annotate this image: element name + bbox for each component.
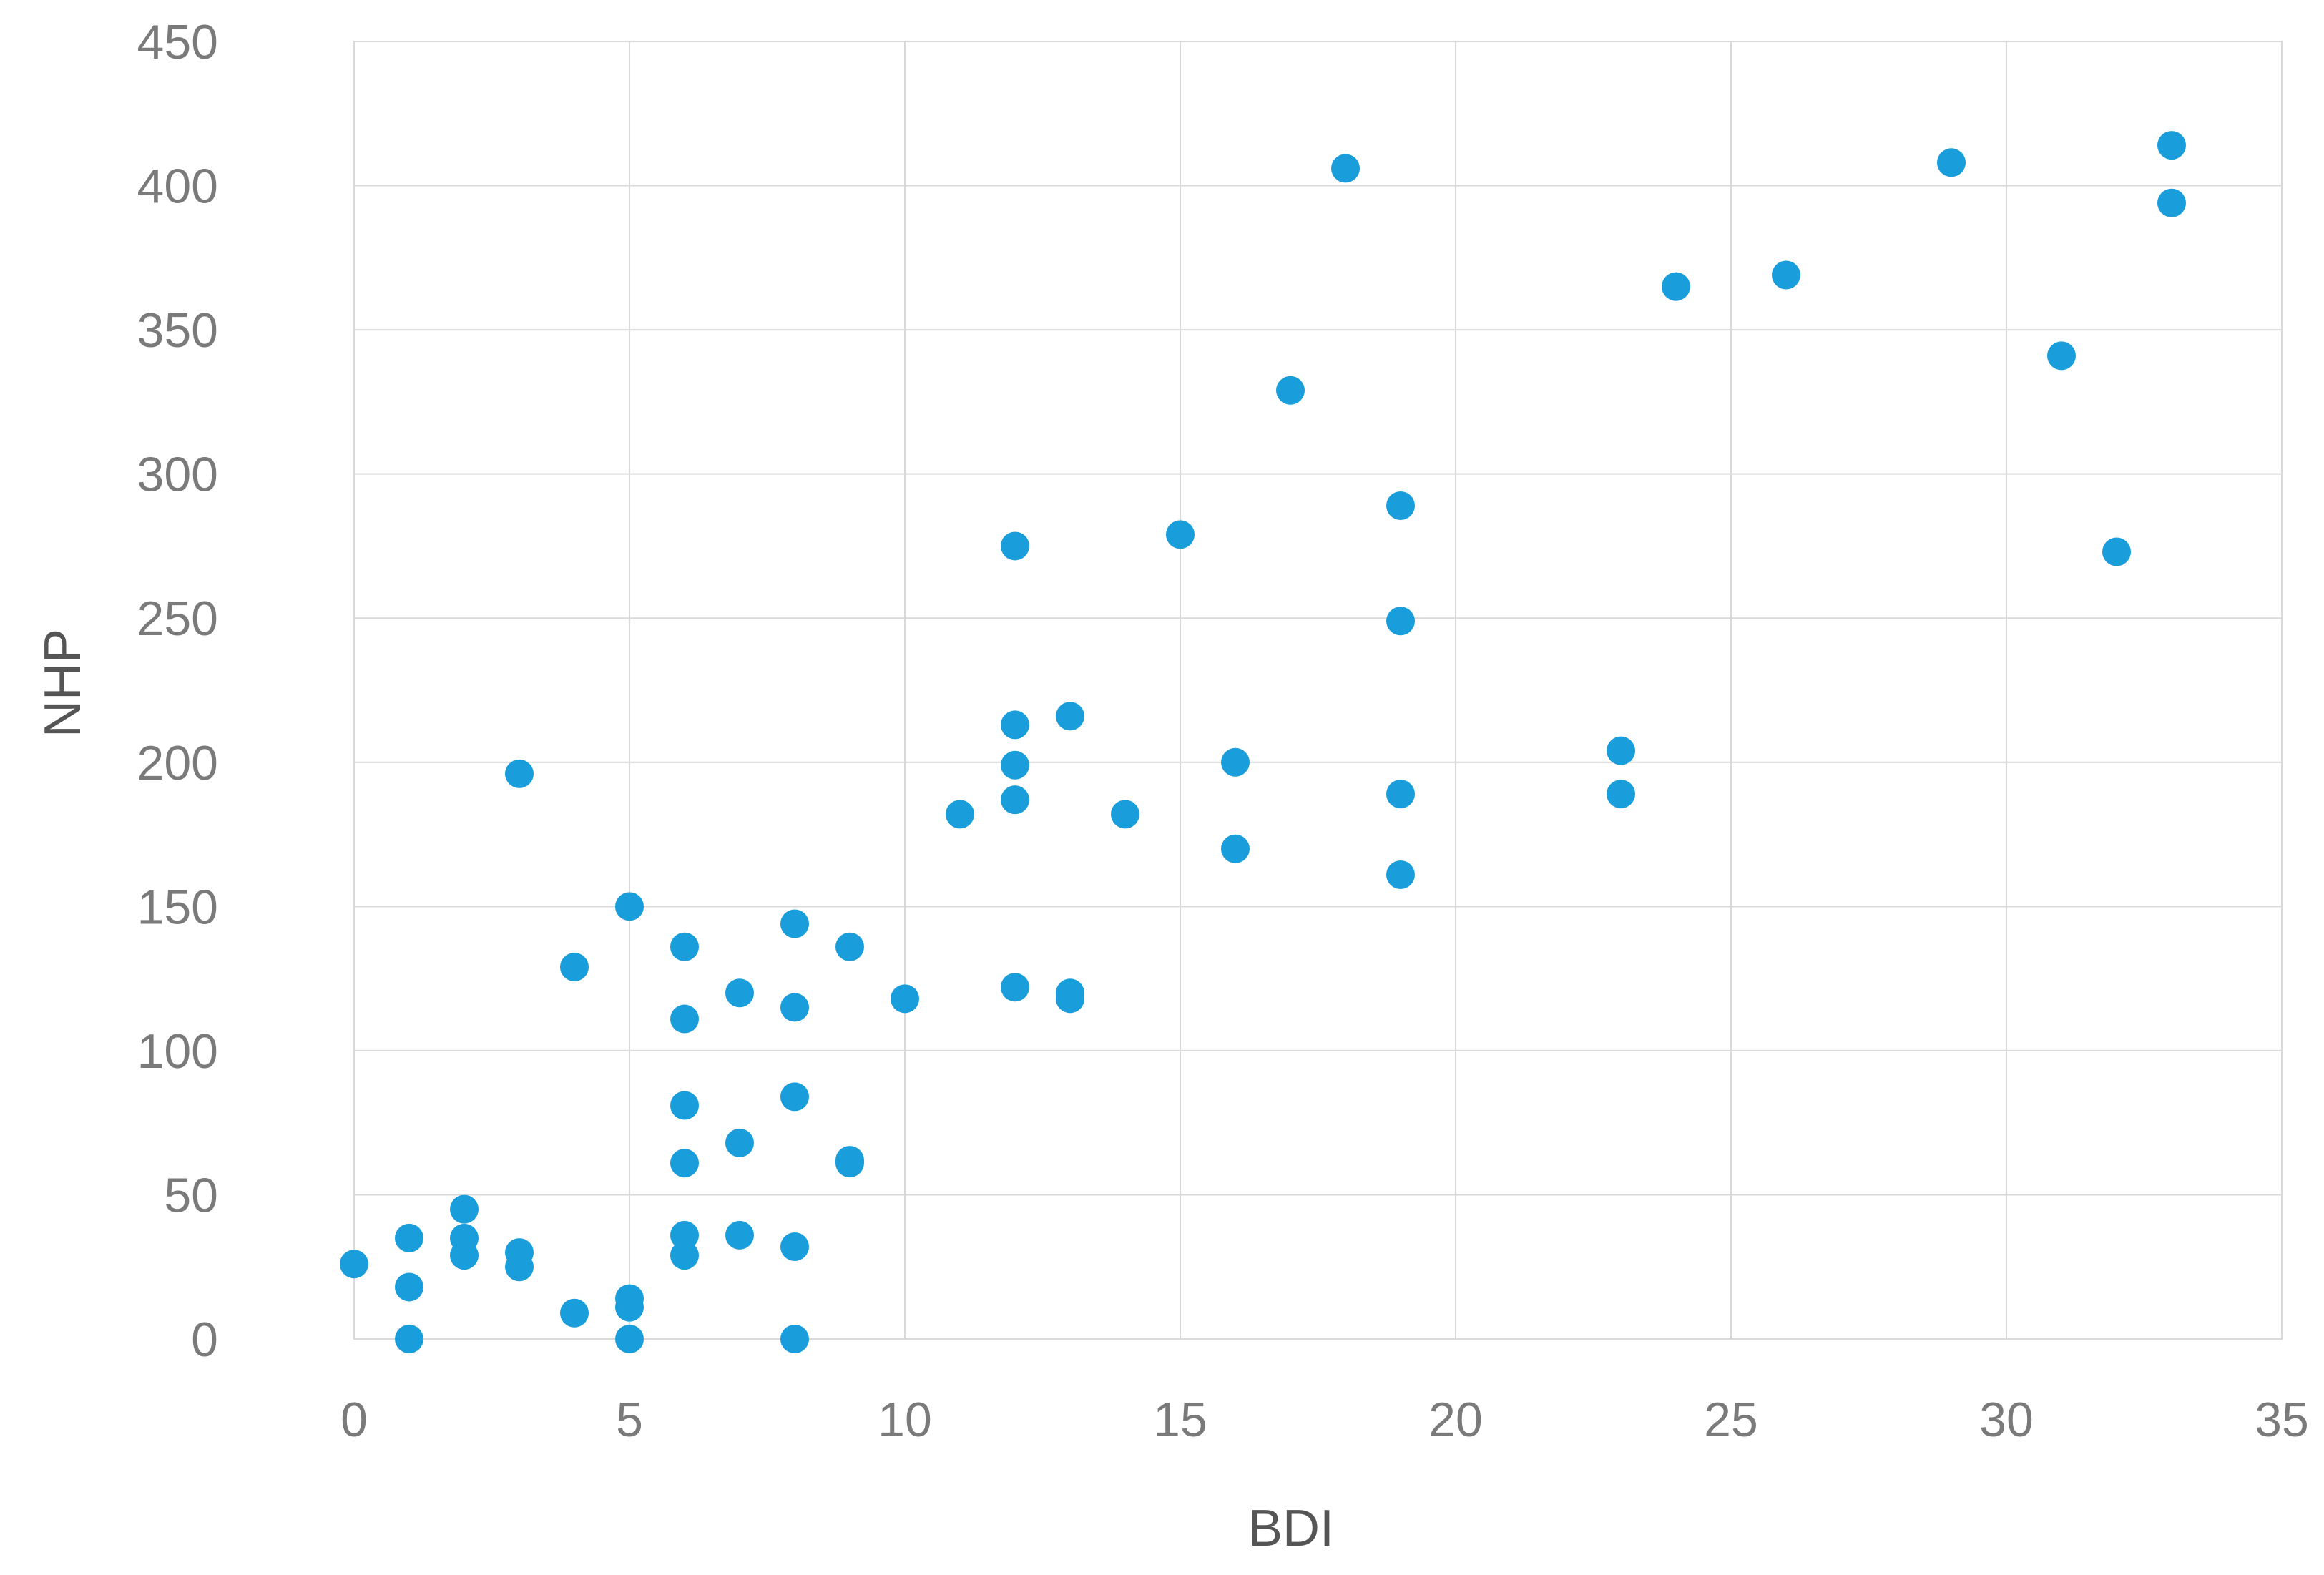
- data-point: [670, 1149, 699, 1178]
- data-point: [615, 1325, 644, 1353]
- x-tick-label: 0: [340, 1393, 368, 1447]
- data-point: [505, 759, 534, 788]
- data-point: [560, 1298, 589, 1328]
- data-point: [1607, 780, 1635, 809]
- data-point: [1662, 272, 1690, 301]
- data-point: [780, 1325, 809, 1353]
- data-point: [780, 1082, 809, 1112]
- data-point: [725, 978, 754, 1008]
- data-point: [670, 1241, 699, 1270]
- x-tick-label: 25: [1704, 1393, 1758, 1447]
- data-point: [1001, 750, 1029, 780]
- data-point: [1221, 747, 1250, 777]
- data-point: [780, 909, 809, 938]
- data-point: [450, 1194, 479, 1224]
- data-point: [1056, 984, 1084, 1014]
- data-point: [1001, 710, 1029, 740]
- data-point: [395, 1223, 423, 1252]
- y-tick-label: 250: [137, 592, 218, 646]
- y-tick-label: 50: [164, 1168, 218, 1222]
- data-point: [2157, 131, 2186, 160]
- data-point: [1166, 520, 1195, 549]
- y-tick-label: 0: [191, 1312, 218, 1367]
- data-point: [725, 1128, 754, 1157]
- data-point: [2102, 537, 2131, 566]
- x-tick-label: 30: [1979, 1393, 2034, 1447]
- x-tick-label: 10: [878, 1393, 932, 1447]
- data-point: [1001, 973, 1029, 1002]
- y-tick-label: 400: [137, 160, 218, 214]
- data-point: [670, 932, 699, 961]
- y-tick-label: 450: [137, 15, 218, 69]
- data-point: [1937, 148, 1966, 177]
- data-point: [1607, 736, 1635, 765]
- data-point: [2157, 188, 2186, 217]
- x-axis-title: BDI: [1248, 1500, 1334, 1557]
- data-point: [1056, 702, 1084, 731]
- data-point: [2047, 341, 2076, 371]
- gridlines: [353, 41, 2283, 1340]
- data-point: [450, 1241, 479, 1270]
- y-tick-label: 350: [137, 303, 218, 358]
- x-tick-label: 15: [1153, 1393, 1207, 1447]
- data-point: [1386, 491, 1415, 521]
- data-point: [946, 800, 974, 829]
- data-point: [1772, 260, 1800, 290]
- data-point: [1331, 154, 1360, 183]
- data-point: [780, 993, 809, 1022]
- data-point: [395, 1325, 423, 1353]
- data-point: [891, 984, 919, 1014]
- data-point: [340, 1250, 368, 1279]
- y-tick-label: 100: [137, 1024, 218, 1079]
- data-point: [615, 892, 644, 921]
- data-point: [1386, 780, 1415, 809]
- data-point: [670, 1004, 699, 1034]
- data-point: [835, 932, 864, 961]
- data-point: [1001, 785, 1029, 815]
- data-point: [1001, 531, 1029, 561]
- data-point: [505, 1252, 534, 1282]
- data-point: [1386, 860, 1415, 889]
- data-points: [340, 131, 2186, 1353]
- y-tick-label: 300: [137, 448, 218, 502]
- data-point: [560, 952, 589, 981]
- data-point: [1221, 834, 1250, 863]
- y-tick-label: 200: [137, 736, 218, 790]
- data-point: [725, 1220, 754, 1250]
- data-point: [780, 1232, 809, 1262]
- data-point: [670, 1220, 699, 1250]
- data-point: [615, 1292, 644, 1322]
- data-point: [395, 1272, 423, 1302]
- x-tick-label: 5: [616, 1393, 643, 1447]
- data-point: [1276, 376, 1305, 405]
- data-point: [670, 1091, 699, 1120]
- y-tick-label: 150: [137, 880, 218, 934]
- x-tick-label: 20: [1428, 1393, 1483, 1447]
- plot-area-frame: [353, 41, 2283, 1340]
- data-point: [1111, 800, 1139, 829]
- y-axis-ticks: 0 50 100 150 200 250 300 350 400 450: [137, 15, 218, 1367]
- data-point: [835, 1149, 864, 1178]
- x-tick-label: 35: [2255, 1393, 2309, 1447]
- data-point: [1386, 607, 1415, 636]
- y-axis-title: NHP: [34, 629, 92, 737]
- x-axis-ticks: 0 5 10 15 20 25 30 35: [340, 1393, 2309, 1447]
